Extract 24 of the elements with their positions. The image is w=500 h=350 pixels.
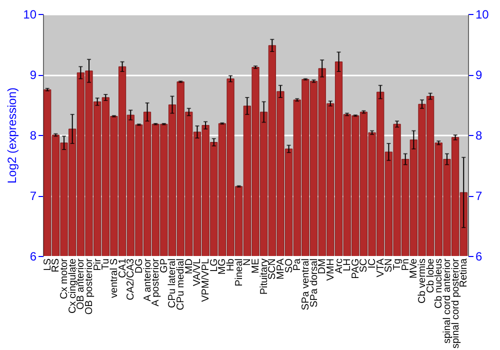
y-tick-label: 6 — [30, 250, 37, 264]
y-tick-label: 7 — [30, 189, 37, 203]
x-tick-label: ME — [250, 258, 262, 274]
x-tick-label: ventral S — [108, 258, 120, 298]
y-tick-label: 8 — [30, 128, 37, 142]
y2-tick-label: 6 — [476, 250, 482, 264]
y2-tick-label: 7 — [476, 189, 482, 203]
x-tick-label: spinal cord anterior — [442, 258, 453, 344]
y2-tick-label: 8 — [476, 128, 482, 142]
x-tick-label: A posterior — [150, 258, 162, 306]
y-tick-label: 10 — [23, 8, 37, 22]
y-tick-label: 9 — [30, 68, 37, 82]
x-tick-label: Pituitary — [258, 258, 270, 295]
x-tick-label: Retina — [458, 258, 470, 288]
x-tick-label: OB posterior — [84, 258, 95, 315]
x-tick-label: VMH — [325, 258, 336, 281]
x-tick-label: RS — [50, 258, 62, 272]
x-tick-label: DG — [134, 258, 145, 274]
y2-tick-label: 10 — [476, 8, 490, 22]
x-tick-label: MPA — [275, 258, 286, 280]
y2-tick-label: 9 — [476, 68, 482, 82]
x-tick-label: spinal cord posterior — [450, 258, 462, 349]
x-tick-label: Tg — [392, 258, 404, 270]
y-axis-title: Log2 (expression) — [5, 87, 20, 184]
